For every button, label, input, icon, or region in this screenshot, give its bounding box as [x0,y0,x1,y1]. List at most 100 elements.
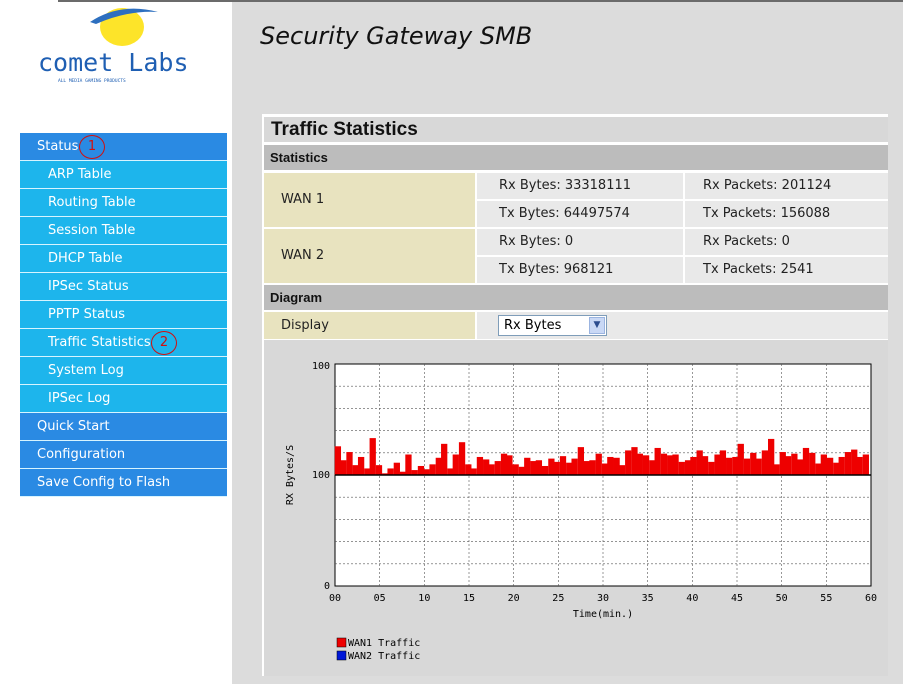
chart-bar [470,468,477,475]
chart-bar [642,455,650,475]
wan1-label: WAN 1 [264,173,475,227]
chart-bar [701,456,709,475]
x-tick-labels: 00 05 10 15 20 25 30 35 40 45 50 55 60 [329,593,877,604]
chart-bar [548,458,555,475]
chart-bar [856,456,863,475]
chart-bar [672,454,679,475]
chart-bar [458,442,466,475]
x-tick-label: 05 [374,593,386,604]
chart-bar [607,456,614,475]
chart-bar [690,456,697,475]
chart-bar [649,460,656,475]
x-tick-label: 55 [820,593,832,604]
sidebar-item-system-log[interactable]: System Log [20,357,227,385]
chart-bar [334,446,342,475]
chart-bar [625,450,632,475]
chart-bar [755,458,762,475]
chart-bar [809,452,816,475]
chart-bar [726,457,733,475]
chart-bar [571,458,578,475]
sidebar-item-configuration[interactable]: Configuration [20,441,227,469]
chart-bar [714,454,721,475]
wan1-rx-packets: Rx Packets: 201124 [685,173,888,199]
chart-bars [334,438,869,475]
chart-bar [761,450,769,475]
chart-bar [488,464,495,475]
chevron-down-icon[interactable]: ▼ [589,317,605,334]
sidebar-item-ipsec-log[interactable]: IPSec Log [20,385,227,413]
chart-bar [833,462,840,475]
chart-bar [352,465,359,475]
sidebar-item-routing-table[interactable]: Routing Table [20,189,227,217]
comet-logo-icon: comet Labs ALL MEDIA GAMING PRODUCTS [38,8,189,84]
chart-bar [589,460,596,475]
x-tick-label: 20 [508,593,520,604]
wan1-rx-bytes: Rx Bytes: 33318111 [477,173,683,199]
wan2-rx-packets: Rx Packets: 0 [685,229,888,255]
chart-bar [601,463,609,475]
chart-bar [441,443,448,475]
chart-bar [784,456,792,475]
chart-bar [667,455,674,475]
chart-bar [411,470,418,475]
display-select[interactable]: Rx Bytes ▼ [498,315,607,336]
wan2-label: WAN 2 [264,229,475,283]
chart-bar [524,457,531,475]
chart-bar [506,455,513,475]
chart-bar [732,456,739,475]
chart-bar [518,466,526,475]
x-tick-label: 45 [731,593,743,604]
chart-bar [340,460,347,475]
chart-bar [387,468,394,475]
chart-bar [541,465,549,475]
chart-grid [335,364,871,586]
logo-tagline: ALL MEDIA GAMING PRODUCTS [58,78,126,84]
sidebar-item-quick-start[interactable]: Quick Start [20,413,227,441]
chart-bar [369,438,376,475]
chart-bar [476,456,484,475]
sidebar-item-ipsec-status[interactable]: IPSec Status [20,273,227,301]
chart-bar [802,447,810,475]
annotation-marker-2: 2 [151,331,177,355]
chart-bar [512,464,519,475]
x-tick-label: 35 [642,593,654,604]
chart-bar [773,464,780,475]
chart-bar [678,461,685,475]
x-tick-label: 15 [463,593,475,604]
chart-bar [826,457,834,475]
chart-bar [405,454,412,475]
chart-bar [417,465,425,475]
sidebar-item-save-config[interactable]: Save Config to Flash [20,469,227,497]
chart-bar [750,452,757,475]
x-tick-label: 00 [329,593,341,604]
sidebar-item-session-table[interactable]: Session Table [20,217,227,245]
sidebar-item-arp-table[interactable]: ARP Table [20,161,227,189]
legend-swatch-wan2 [336,650,347,661]
header-banner [232,2,903,82]
chart-bar [708,461,715,475]
sidebar-item-pptp-status[interactable]: PPTP Status [20,301,227,329]
statistics-header: Statistics [264,145,888,170]
x-tick-label: 40 [686,593,698,604]
y-tick-label: 100 [312,361,330,372]
diagram-header: Diagram [264,285,888,310]
traffic-chart-area: 0 100 100 00 05 10 15 20 25 30 35 40 45 50 55 60 RX By… [264,340,888,676]
sidebar-item-status[interactable]: Status [20,133,227,161]
chart-bar [743,458,751,475]
sidebar-item-traffic-statistics[interactable]: Traffic Statistics [20,329,227,357]
y-tick-labels: 0 100 100 [312,361,330,592]
chart-bar [393,462,400,475]
brand-logo[interactable]: comet Labs ALL MEDIA GAMING PRODUCTS [30,6,220,86]
chart-bar [494,461,501,475]
chart-bar [791,453,798,475]
legend-wan1: WAN1 Traffic [348,638,420,649]
chart-bar [423,469,430,475]
chart-bar [719,450,727,475]
x-tick-label: 50 [776,593,788,604]
chart-bar [844,452,852,475]
wan2-tx-bytes: Tx Bytes: 968121 [477,257,683,283]
chart-bar [500,453,508,475]
chart-bar [399,471,407,475]
sidebar-item-dhcp-table[interactable]: DHCP Table [20,245,227,273]
chart-bar [357,456,365,475]
